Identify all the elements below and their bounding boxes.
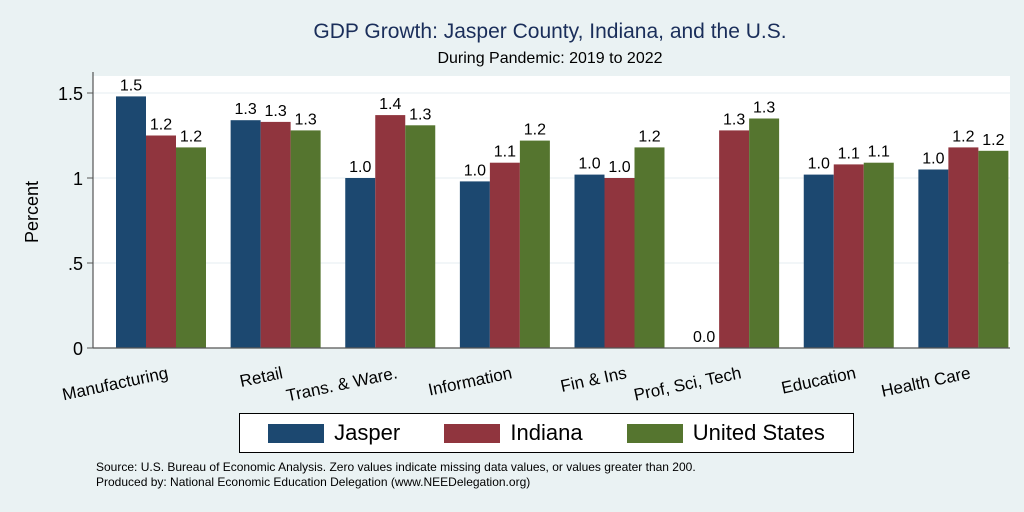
- data-label: 1.2: [524, 122, 546, 139]
- bar-jasper: [918, 169, 949, 348]
- data-label: 1.0: [349, 159, 371, 176]
- data-label: 1.2: [180, 128, 202, 145]
- bar-indiana: [604, 178, 635, 348]
- legend-label-indiana: Indiana: [510, 420, 583, 445]
- legend-swatch-indiana: [444, 423, 501, 443]
- bar-united-states: [634, 147, 665, 348]
- data-label: 1.1: [868, 144, 890, 161]
- x-tick-label: Fin & Ins: [559, 363, 629, 396]
- legend-item-jasper: Jasper: [268, 420, 400, 446]
- x-tick-label: Prof, Sci, Tech: [632, 363, 743, 404]
- data-label: 1.4: [379, 96, 401, 113]
- bar-indiana: [375, 115, 406, 348]
- y-tick-label: 1: [73, 169, 83, 189]
- data-label: 1.0: [464, 162, 486, 179]
- data-label: 1.3: [295, 111, 317, 128]
- source-note: Source: U.S. Bureau of Economic Analysis…: [96, 460, 696, 474]
- bar-indiana: [719, 130, 750, 348]
- bar-jasper: [459, 181, 490, 348]
- data-label: 1.3: [409, 106, 431, 123]
- data-label: 1.3: [753, 100, 775, 117]
- bar-united-states: [978, 150, 1009, 348]
- bar-chart: 0 .5 1 1.5 Percent 1.5 1.2 1.2 Manufacturing 1.3 1…: [22, 72, 1010, 405]
- bar-indiana: [948, 147, 979, 348]
- data-label: 1.2: [982, 132, 1004, 149]
- bar-jasper: [230, 120, 261, 348]
- data-label: 1.5: [120, 77, 142, 94]
- chart-title: GDP Growth: Jasper County, Indiana, and …: [313, 20, 787, 43]
- data-label: 1.0: [578, 156, 600, 173]
- data-label: 1.1: [838, 145, 860, 162]
- legend-swatch-united-states: [626, 423, 683, 443]
- legend: Jasper Indiana United States: [239, 413, 854, 453]
- bar-united-states: [749, 118, 780, 348]
- data-label: 1.3: [723, 111, 745, 128]
- data-label: 0.0: [693, 329, 715, 346]
- bar-united-states: [176, 147, 206, 348]
- bar-jasper: [116, 96, 146, 349]
- bar-jasper: [574, 174, 605, 348]
- data-label: 1.0: [608, 159, 630, 176]
- x-tick-label: Information: [427, 363, 514, 399]
- data-label: 1.2: [150, 117, 172, 134]
- x-tick-label: Retail: [238, 363, 284, 391]
- bar-indiana: [146, 135, 176, 348]
- y-tick-label: 1.5: [58, 84, 83, 104]
- data-label: 1.3: [265, 103, 287, 120]
- data-label: 1.2: [952, 128, 974, 145]
- bar-indiana: [833, 164, 864, 348]
- bar-united-states: [519, 140, 550, 348]
- legend-item-united-states: United States: [626, 420, 825, 446]
- produced-by-note: Produced by: National Economic Education…: [96, 475, 531, 489]
- bar-united-states: [405, 125, 436, 348]
- data-label: 1.0: [922, 151, 944, 168]
- bar-jasper: [803, 174, 834, 348]
- x-tick-label: Manufacturing: [61, 363, 170, 404]
- y-axis-label: Percent: [22, 181, 42, 243]
- legend-swatch-jasper: [268, 423, 325, 443]
- y-tick-label: .5: [68, 254, 83, 274]
- legend-label-jasper: Jasper: [334, 420, 401, 445]
- x-tick-label: Trans. & Ware.: [285, 363, 400, 405]
- legend-label-united-states: United States: [692, 420, 825, 445]
- legend-item-indiana: Indiana: [444, 420, 583, 446]
- x-tick-label: Education: [780, 363, 858, 397]
- data-label: 1.1: [494, 144, 516, 161]
- bar-indiana: [489, 162, 520, 348]
- data-label: 1.0: [808, 156, 830, 173]
- chart-subtitle: During Pandemic: 2019 to 2022: [437, 50, 663, 67]
- bar-united-states: [290, 130, 321, 348]
- bar-united-states: [863, 162, 894, 348]
- bar-indiana: [260, 121, 291, 349]
- y-tick-label: 0: [73, 339, 83, 359]
- data-label: 1.2: [638, 128, 660, 145]
- x-tick-label: Health Care: [880, 363, 973, 400]
- data-label: 1.3: [235, 101, 257, 118]
- bar-jasper: [345, 178, 376, 348]
